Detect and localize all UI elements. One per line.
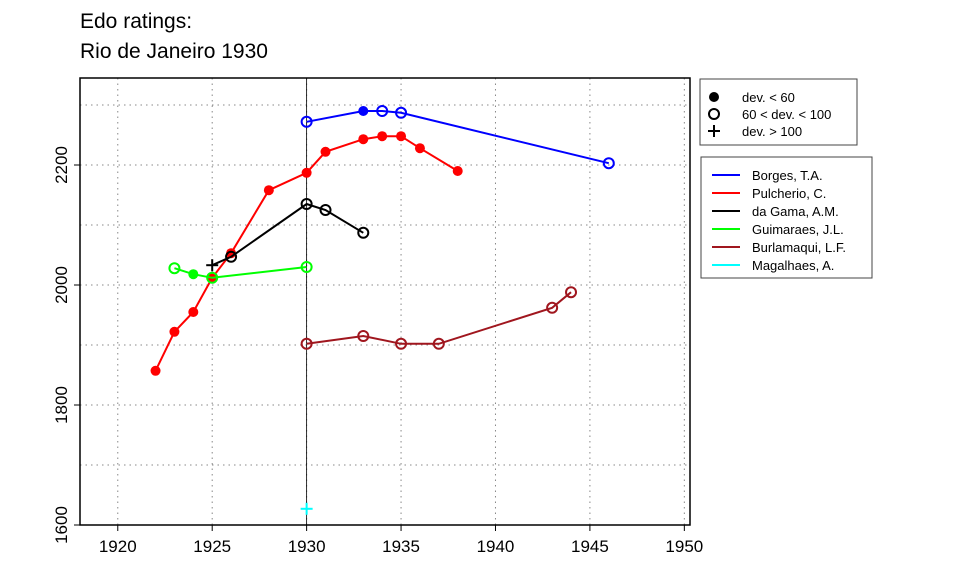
series-line xyxy=(211,202,364,267)
series-4 xyxy=(300,286,578,350)
series-3 xyxy=(168,261,313,284)
series-line xyxy=(306,110,610,165)
data-point xyxy=(546,301,559,314)
y-tick-label: 2000 xyxy=(52,266,71,304)
legend-label: Pulcherio, C. xyxy=(752,186,826,201)
series-line xyxy=(174,266,307,279)
plot-frame xyxy=(79,77,691,526)
series-1 xyxy=(150,131,463,376)
x-tick-label: 1935 xyxy=(382,537,420,556)
legend-label: Guimaraes, J.L. xyxy=(752,222,844,237)
data-point xyxy=(206,271,219,284)
y-tick-label: 1600 xyxy=(52,506,71,544)
series-2 xyxy=(206,198,370,272)
data-point xyxy=(300,198,313,210)
x-tick-label: 1925 xyxy=(193,537,231,556)
data-point xyxy=(395,337,408,350)
x-tick-label: 1950 xyxy=(665,537,703,556)
data-point xyxy=(452,166,463,176)
data-point xyxy=(263,185,274,196)
data-point xyxy=(396,131,407,142)
x-tick-label: 1920 xyxy=(99,537,137,556)
data-point xyxy=(225,250,238,263)
data-point xyxy=(357,330,370,342)
data-point xyxy=(320,146,331,157)
data-point xyxy=(376,105,389,117)
y-tick-label: 1800 xyxy=(52,386,71,424)
data-point xyxy=(319,204,332,216)
marker-legend-box xyxy=(699,78,858,146)
data-point xyxy=(357,226,370,239)
y-tick-label: 2200 xyxy=(52,146,71,184)
x-tick-label: 1945 xyxy=(571,537,609,556)
data-point xyxy=(301,167,312,178)
series-legend-box xyxy=(700,156,873,279)
series-5 xyxy=(300,502,313,515)
data-point xyxy=(300,115,313,128)
data-point xyxy=(565,286,578,299)
data-point xyxy=(358,106,369,116)
legend-label: Borges, T.A. xyxy=(752,168,823,183)
legend-label: 60 < dev. < 100 xyxy=(742,107,831,122)
data-point xyxy=(188,307,199,317)
chart-title-line-1: Edo ratings: xyxy=(80,10,193,33)
legend-marker xyxy=(708,108,720,120)
x-tick-label: 1940 xyxy=(477,537,515,556)
data-point xyxy=(432,337,445,350)
data-point xyxy=(188,269,199,280)
legend-label: Burlamaqui, L.F. xyxy=(752,240,846,255)
data-point xyxy=(169,326,180,337)
legend-marker xyxy=(709,92,719,102)
series-0 xyxy=(300,105,615,170)
data-point xyxy=(168,262,181,275)
series-line xyxy=(306,291,572,345)
legend-label: da Gama, A.M. xyxy=(752,204,839,219)
data-point xyxy=(414,143,425,154)
legend-label: dev. > 100 xyxy=(742,124,802,139)
data-point xyxy=(300,337,313,350)
x-tick-label: 1930 xyxy=(288,537,326,556)
data-point xyxy=(602,157,615,170)
chart-title-line-2: Rio de Janeiro 1930 xyxy=(80,40,268,63)
data-point xyxy=(150,365,161,376)
data-point xyxy=(358,134,369,145)
legend-label: Magalhaes, A. xyxy=(752,258,834,273)
data-point xyxy=(377,131,388,142)
data-point xyxy=(300,261,313,273)
legend-label: dev. < 60 xyxy=(742,90,795,105)
data-point xyxy=(395,106,408,119)
